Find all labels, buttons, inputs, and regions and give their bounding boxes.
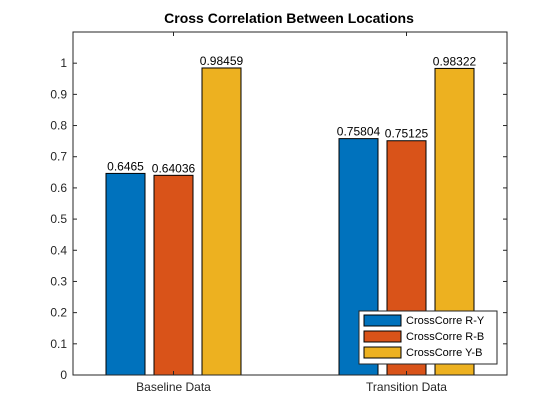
legend-entry-label: CrossCorre R-Y xyxy=(406,315,485,327)
chart-title: Cross Correlation Between Locations xyxy=(164,10,414,26)
x-tick-label: Transition Data xyxy=(366,380,447,394)
legend-swatch xyxy=(363,346,402,359)
y-tick-label: 0.1 xyxy=(50,337,67,351)
y-tick-label: 0 xyxy=(60,368,67,382)
data-label: 0.75804 xyxy=(337,125,381,139)
y-tick-label: 0.8 xyxy=(50,119,67,133)
y-axis: 0 0.1 0.2 0.3 0.4 0.5 0.6 0.7 0.8 0.9 1 xyxy=(50,56,507,382)
data-label: 0.6465 xyxy=(107,159,144,173)
data-label: 0.64036 xyxy=(152,161,196,175)
axes-box xyxy=(72,31,508,376)
x-axis: Baseline Data Transition Data xyxy=(136,32,447,394)
data-labels-layer: 0.6465 0.64036 0.98459 0.75804 0.75125 0.9832… xyxy=(107,54,476,175)
data-label: 0.75125 xyxy=(385,127,429,141)
y-tick-label: 0.7 xyxy=(50,150,67,164)
data-label: 0.98459 xyxy=(200,54,244,68)
y-tick-label: 0.4 xyxy=(50,243,67,257)
bar xyxy=(105,172,146,376)
x-tick-label: Baseline Data xyxy=(136,380,211,394)
y-tick-label: 0.3 xyxy=(50,274,67,288)
data-label: 0.98322 xyxy=(433,54,477,68)
y-tick-label: 0.2 xyxy=(50,306,67,320)
bar xyxy=(201,67,242,376)
legend-swatch xyxy=(363,330,402,343)
legend-entry-label: CrossCorre R-B xyxy=(406,331,484,343)
legend-entry-label: CrossCorre Y-B xyxy=(406,347,482,359)
y-tick-label: 0.6 xyxy=(50,181,67,195)
legend-swatch xyxy=(363,314,402,327)
bar xyxy=(153,174,194,376)
y-tick-label: 0.9 xyxy=(50,87,67,101)
y-tick-label: 0.5 xyxy=(50,212,67,226)
legend: CrossCorre R-Y CrossCorre R-B CrossCorre Y… xyxy=(358,310,498,365)
y-tick-label: 1 xyxy=(60,56,67,70)
